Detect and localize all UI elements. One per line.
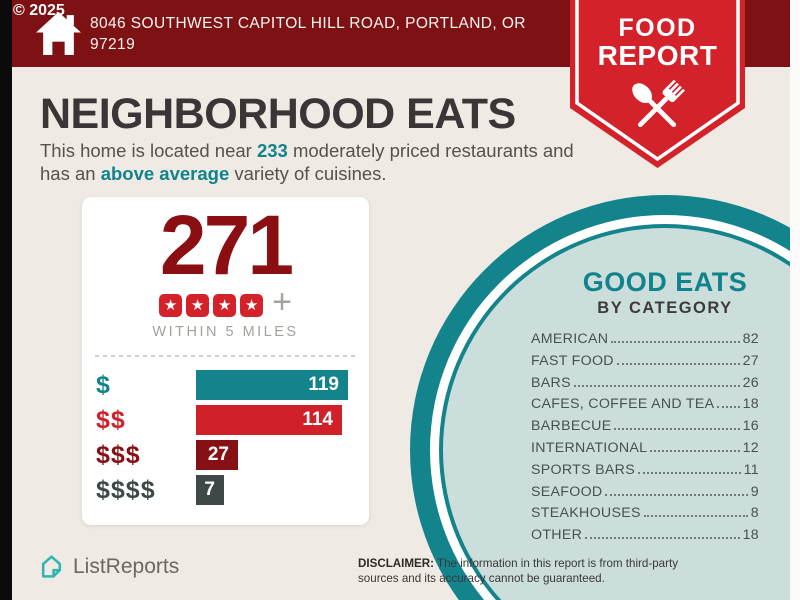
property-address: 8046 SOUTHWEST CAPITOL HILL ROAD, PORTLA…: [90, 14, 526, 56]
dotted-leader: [614, 428, 740, 431]
badge-text: FOOD REPORT: [570, 15, 745, 71]
address-line-2: 97219: [90, 35, 136, 53]
right-edge-strip: [790, 0, 800, 600]
category-value: 9: [750, 483, 759, 500]
price-tier-bar: 7: [196, 475, 224, 505]
home-icon: [36, 12, 81, 60]
rating-stars-row: ★ ★ ★ ★ +: [82, 285, 369, 320]
price-tier-bar-chart: $119 $$ 114 $$$ 27 $$$$ 7: [96, 370, 369, 505]
category-row: SPORTS BARS 11: [531, 462, 759, 484]
category-value: 18: [742, 396, 759, 413]
bar-value: 7: [204, 479, 215, 500]
listreports-house-icon: [41, 555, 62, 578]
restaurant-count-highlight: 233: [256, 140, 288, 161]
category-row: STEAKHOUSES 8: [531, 505, 759, 527]
badge-word-report: REPORT: [597, 40, 718, 72]
category-label: CAFES, COFFEE AND TEA: [531, 396, 715, 413]
category-row: SEAFOOD 9: [531, 484, 759, 506]
category-label: AMERICAN: [531, 331, 609, 347]
star-icon: ★: [159, 293, 183, 317]
plus-sign: +: [272, 283, 292, 321]
card-divider: [95, 355, 356, 357]
category-value: 16: [742, 418, 759, 435]
category-row: CAFES, COFFEE AND TEA 18: [531, 396, 759, 418]
good-eats-title: GOOD EATS: [582, 267, 748, 297]
bar-value: 119: [308, 374, 339, 395]
category-value: 82: [742, 331, 759, 347]
above-average-highlight: above average: [100, 163, 230, 185]
disclaimer: DISCLAIMER: The information in this repo…: [358, 556, 706, 587]
dotted-leader: [650, 449, 740, 452]
listreports-wordmark: ListReports: [73, 554, 180, 578]
subtitle-text-2: moderately priced restaurants and has an: [40, 140, 574, 185]
category-value: 11: [743, 461, 759, 478]
badge-ribbon-shape: [570, 0, 745, 168]
price-tier-bar: 27: [196, 440, 238, 470]
category-label: INTERNATIONAL: [531, 439, 648, 456]
total-restaurants-number: 271: [159, 198, 294, 292]
star-icon: ★: [186, 293, 210, 317]
subtitle-text-1: This home is located near: [40, 140, 257, 161]
category-label: STEAKHOUSES: [531, 505, 641, 522]
good-eats-subtitle: BY CATEGORY: [597, 299, 733, 317]
price-bar-row: $$$$ 7: [96, 475, 369, 505]
category-label: BARBECUE: [531, 418, 612, 435]
category-label: BARS: [531, 374, 571, 391]
category-label: OTHER: [531, 527, 583, 544]
category-value: 8: [750, 505, 759, 522]
dotted-leader: [637, 471, 741, 474]
bar-value: 114: [302, 409, 333, 430]
dotted-leader: [616, 362, 740, 365]
category-row: BARS 26: [531, 375, 759, 397]
badge-word-food: FOOD: [618, 14, 697, 42]
dotted-leader: [585, 537, 740, 540]
category-row: INTERNATIONAL 12: [531, 440, 759, 462]
price-bar-row: $119: [96, 370, 369, 400]
price-tier-bar: 119: [196, 370, 348, 400]
dotted-leader: [611, 341, 740, 343]
star-icon: ★: [213, 293, 237, 317]
price-tier-bar: 114: [196, 405, 342, 435]
dotted-leader: [643, 515, 748, 518]
address-line-1: 8046 SOUTHWEST CAPITOL HILL ROAD, PORTLA…: [90, 15, 526, 32]
bar-value: 27: [207, 444, 229, 465]
copyright-text: © 2025: [13, 2, 65, 19]
dotted-leader: [605, 493, 748, 496]
category-row: AMERICAN 82: [531, 331, 759, 353]
category-row: OTHER 18: [531, 527, 759, 549]
summary-card: 271 ★ ★ ★ ★ + WITHIN 5 MILES $119 $$ 114 $$$ 27…: [82, 197, 369, 525]
page-title: NEIGHBORHOOD EATS: [40, 90, 516, 138]
page-subtitle: This home is located near 233 moderately…: [40, 139, 602, 186]
price-tier-label: $$$$: [96, 475, 156, 504]
category-value: 27: [742, 352, 759, 369]
category-label: SEAFOOD: [531, 483, 603, 500]
listreports-logo: ListReports: [38, 553, 179, 580]
spoon-fork-icon: [632, 79, 685, 128]
left-edge-strip: [0, 0, 12, 600]
price-tier-label: $$$: [96, 440, 141, 469]
category-label: SPORTS BARS: [531, 461, 635, 478]
disclaimer-text: The information in this report is from t…: [358, 557, 678, 586]
within-miles-caption: WITHIN 5 MILES: [152, 324, 299, 340]
category-row: FAST FOOD 27: [531, 353, 759, 375]
price-tier-label: $$: [96, 405, 126, 434]
category-row: BARBECUE 16: [531, 418, 759, 440]
price-bar-row: $$$ 27: [96, 440, 369, 470]
subtitle-text-3: variety of cuisines.: [229, 163, 387, 185]
category-label: FAST FOOD: [531, 352, 614, 369]
category-value: 18: [742, 527, 759, 544]
dotted-leader: [717, 406, 740, 409]
star-icon: ★: [240, 293, 264, 317]
star-icons: ★ ★ ★ ★: [159, 293, 264, 317]
dotted-leader: [573, 384, 740, 387]
price-tier-label: $: [96, 370, 111, 399]
price-bar-row: $$ 114: [96, 405, 369, 435]
category-list: AMERICAN 82 FAST FOOD 27 BARS 26 CAFES, COFFEE…: [531, 331, 759, 549]
category-value: 26: [742, 374, 759, 391]
category-value: 12: [742, 439, 759, 456]
disclaimer-label: DISCLAIMER:: [358, 557, 434, 570]
food-report-badge: FOOD REPORT: [570, 0, 745, 170]
